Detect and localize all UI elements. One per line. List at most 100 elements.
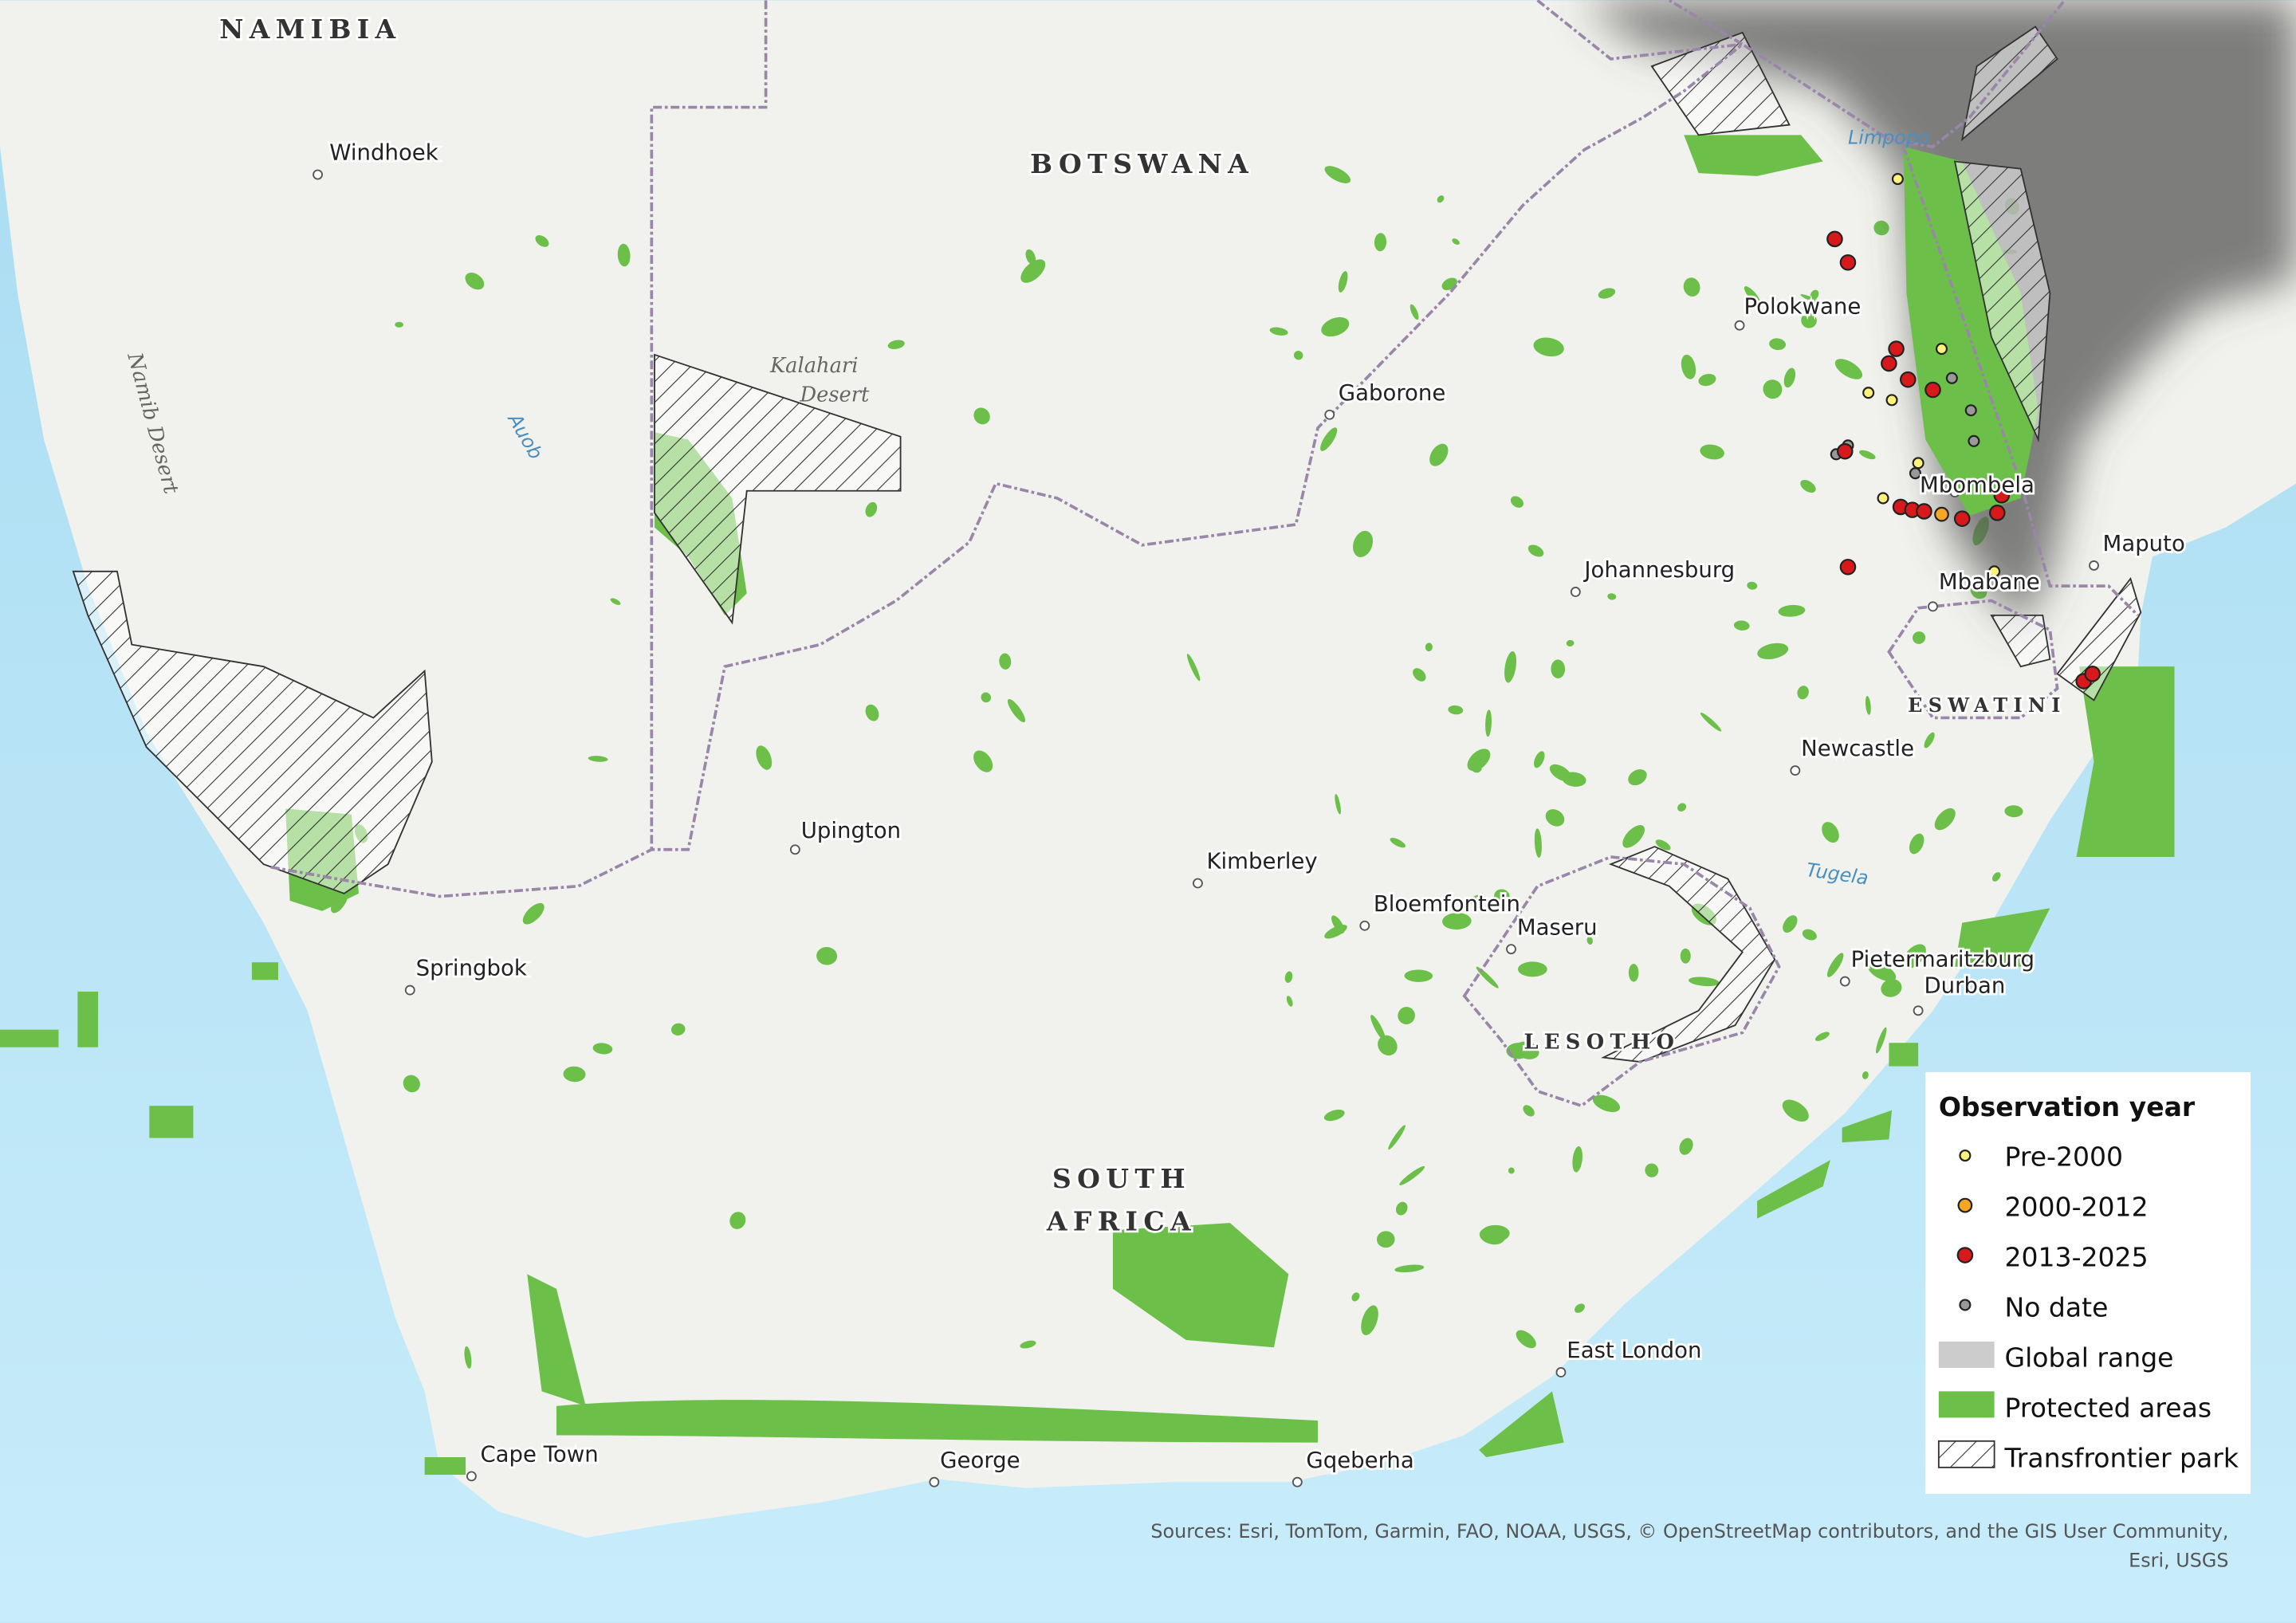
protected-area xyxy=(77,991,99,1047)
protected-patch xyxy=(1700,444,1724,460)
city-label: Johannesburg xyxy=(1582,557,1735,583)
legend-swatch xyxy=(1956,1247,1974,1263)
protected-patch xyxy=(588,756,608,762)
protected-patch xyxy=(1390,838,1406,848)
transfrontier-park xyxy=(72,570,433,894)
land xyxy=(0,0,2296,1539)
protected-patch xyxy=(1655,839,1671,851)
protected-patch xyxy=(1374,233,1387,252)
city-marker xyxy=(1555,1367,1567,1377)
protected-patch xyxy=(1442,913,1472,930)
protected-patch xyxy=(1485,709,1492,737)
protected-patch xyxy=(1572,1146,1582,1173)
protected-patch xyxy=(973,750,993,772)
country-label: ESWATINI xyxy=(1908,694,2066,717)
legend-swatch xyxy=(1957,1197,1973,1213)
protected-patch xyxy=(1007,698,1026,723)
obs-no-date xyxy=(1909,467,1921,480)
protected-patch xyxy=(1801,312,1817,328)
protected-patch xyxy=(1361,1305,1378,1336)
attribution: Sources: Esri, TomTom, Garmin, FAO, NOAA… xyxy=(1150,1520,2228,1542)
city-label: George xyxy=(940,1448,1020,1473)
city-label: Maseru xyxy=(1517,914,1598,940)
obs-2013-2025 xyxy=(1993,486,2011,504)
protected-area xyxy=(1684,135,1823,176)
legend-items: Pre-2000 2000-2012 2013-2025 No date Global … xyxy=(2003,1141,2239,1473)
protected-patch xyxy=(1970,583,1987,599)
protected-patch xyxy=(1020,1340,1036,1349)
protected-patch xyxy=(1186,654,1201,682)
river-label: Limpopo xyxy=(1848,126,1930,148)
protected-area xyxy=(527,1274,586,1406)
protected-patch xyxy=(1757,643,1789,660)
obs-2013-2025 xyxy=(1989,505,2006,521)
protected-patch xyxy=(1533,337,1564,357)
protected-patch xyxy=(1586,937,1593,945)
protected-patch xyxy=(395,321,404,328)
city-marker xyxy=(789,844,800,855)
obs-2013-2025 xyxy=(1924,381,1941,399)
city-marker xyxy=(1928,601,1938,612)
protected-patch xyxy=(1517,961,1547,977)
legend-label: No date xyxy=(2004,1291,2108,1322)
protected-patch xyxy=(973,407,990,425)
protected-patch xyxy=(1875,1027,1887,1054)
protected-patch xyxy=(1826,953,1844,977)
protected-patch xyxy=(1025,249,1036,265)
protected-patch xyxy=(1404,969,1433,982)
protected-patch xyxy=(1353,530,1374,557)
protected-patch xyxy=(1783,367,1796,388)
protected-patch xyxy=(1783,915,1798,933)
protected-patch xyxy=(1592,1094,1621,1113)
city-marker xyxy=(1790,765,1801,776)
city-label: East London xyxy=(1567,1338,1701,1363)
protected-patch xyxy=(1991,872,2001,882)
border xyxy=(650,0,768,850)
protected-patch xyxy=(1862,1071,1869,1079)
protected-area xyxy=(2076,666,2175,857)
protected-patch xyxy=(1924,732,1935,749)
protected-patch xyxy=(981,692,992,703)
protected-patch xyxy=(535,235,549,247)
obs-2013-2025 xyxy=(1839,558,1857,576)
obs-2013-2025 xyxy=(1899,371,1917,388)
country-label: BOTSWANA xyxy=(1030,148,1254,179)
protected-patch xyxy=(1763,379,1783,399)
protected-area xyxy=(1889,1043,1919,1067)
legend-swatch xyxy=(1938,1341,1995,1368)
protected-patch xyxy=(592,1043,613,1055)
city-label: Maputo xyxy=(2103,531,2185,556)
protected-patch xyxy=(1912,631,1926,644)
obs-pre2000 xyxy=(1862,387,1875,399)
protected-patch xyxy=(1902,944,1926,969)
city-label: Upington xyxy=(801,818,901,843)
protected-patch xyxy=(1677,803,1687,812)
protected-patch xyxy=(1510,496,1524,508)
border xyxy=(1902,146,2139,617)
protected-patch xyxy=(1494,889,1510,903)
legend-swatch xyxy=(1938,1391,1995,1418)
legend-swatch xyxy=(1959,1299,1972,1311)
protected-area xyxy=(1479,1391,1564,1457)
protected-patch xyxy=(1822,822,1839,843)
protected-patch xyxy=(1413,668,1426,682)
protected-area xyxy=(1903,147,2038,516)
protected-area xyxy=(1757,1160,1830,1219)
obs-pre2000 xyxy=(1912,457,1924,470)
protected-patch xyxy=(1566,639,1575,646)
city-marker xyxy=(1839,976,1850,987)
feature-label: Desert xyxy=(800,383,871,407)
protected-patch xyxy=(729,1212,746,1229)
protected-patch xyxy=(1323,1109,1345,1122)
protected-patch xyxy=(1370,1015,1386,1041)
protected-patch xyxy=(1810,289,1819,300)
city-marker xyxy=(1506,944,1516,955)
protected-patch xyxy=(1335,794,1341,815)
protected-area xyxy=(0,1029,59,1047)
city-marker xyxy=(1324,409,1335,420)
city-marker xyxy=(2089,560,2099,571)
protected-patch xyxy=(1800,294,1829,308)
protected-patch xyxy=(1628,963,1639,982)
protected-patch xyxy=(670,1023,686,1035)
protected-patch xyxy=(1515,1041,1539,1059)
